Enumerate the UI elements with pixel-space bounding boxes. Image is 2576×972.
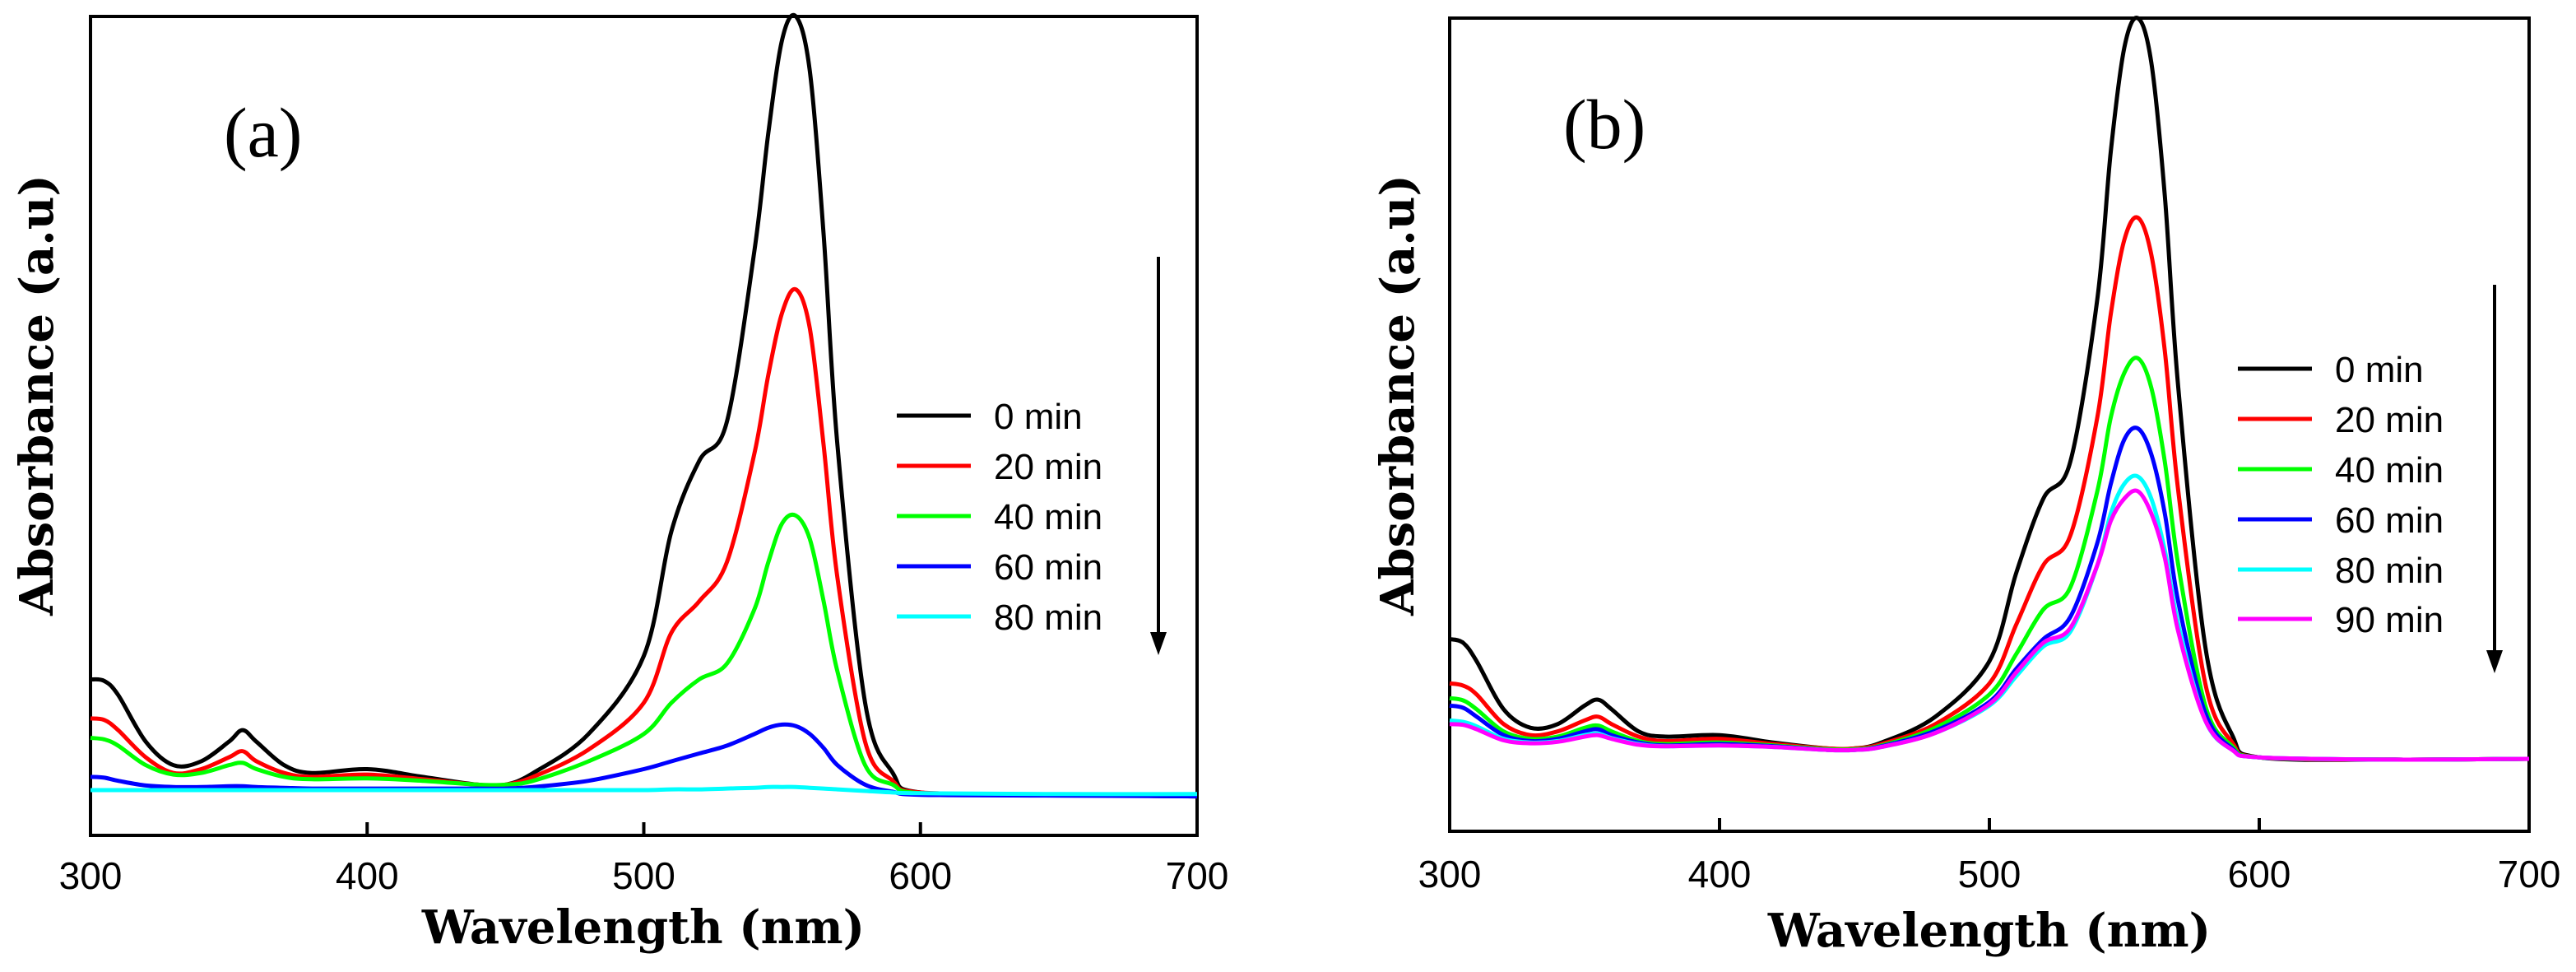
series-line-40-min (90, 512, 1198, 799)
legend-item: 60 min (2238, 500, 2444, 541)
legend: 0 min 20 min 40 min 60 min 80 min (897, 397, 1102, 638)
series-line-0-min (90, 12, 1198, 799)
series-line-20-min (90, 286, 1198, 799)
legend-label: 0 min (994, 397, 1083, 437)
legend-label: 90 min (2335, 600, 2444, 640)
legend-item: 0 min (2238, 350, 2424, 390)
panel-a: 300 400 500 600 700 (a) Wavelength (nm) Abso… (10, 12, 1229, 955)
legend-item: 60 min (897, 547, 1102, 588)
trend-arrow (2486, 285, 2503, 673)
x-axis-label: Wavelength (nm) (421, 900, 865, 955)
x-tick-label: 400 (336, 854, 399, 897)
legend: 0 min 20 min 40 min 60 min 80 min 90 min (2238, 350, 2444, 640)
x-tick-label: 300 (59, 854, 123, 897)
x-tick-label: 400 (1688, 853, 1752, 895)
series-line-90-min (1449, 488, 2530, 762)
x-axis-label: Wavelength (nm) (1767, 904, 2211, 958)
legend-label: 80 min (2335, 551, 2444, 591)
x-tick-label: 600 (2228, 853, 2291, 895)
legend-label: 20 min (2335, 400, 2444, 440)
series-line-20-min (1449, 215, 2530, 762)
series-line-0-min (1449, 16, 2530, 762)
x-tick-label: 600 (889, 854, 952, 897)
legend-label: 20 min (994, 447, 1102, 487)
legend-item: 20 min (2238, 400, 2444, 440)
series-line-40-min (1449, 356, 2530, 762)
legend-label: 60 min (994, 547, 1102, 588)
legend-label: 60 min (2335, 500, 2444, 541)
x-tick-label: 500 (612, 854, 675, 897)
trend-arrow (1150, 257, 1167, 655)
panel-label: (a) (224, 93, 302, 172)
x-tick-label: 700 (2498, 853, 2561, 895)
legend-item: 20 min (897, 447, 1102, 487)
series-line-60-min (90, 722, 1198, 799)
x-tick-label: 300 (1418, 853, 1482, 895)
y-axis-label: Absorbance (a.u) (1371, 174, 1425, 616)
series-line-80-min (91, 784, 1198, 797)
legend-item: 0 min (897, 397, 1083, 437)
legend-item: 40 min (897, 497, 1102, 537)
legend-label: 80 min (994, 598, 1102, 638)
legend-item: 80 min (897, 598, 1102, 638)
legend-label: 40 min (994, 497, 1102, 537)
y-axis-label: Absorbance (a.u) (10, 174, 64, 616)
x-tick-label: 500 (1958, 853, 2021, 895)
x-tick-label: 700 (1166, 854, 1229, 897)
panel-label: (b) (1563, 85, 1645, 164)
panel-b: 300 400 500 600 700 (b) Wavelength (nm) Abso… (1371, 16, 2561, 958)
legend-item: 40 min (2238, 450, 2444, 491)
legend-label: 40 min (2335, 450, 2444, 491)
legend-item: 80 min (2238, 551, 2444, 591)
legend-item: 90 min (2238, 600, 2444, 640)
legend-label: 0 min (2335, 350, 2424, 390)
